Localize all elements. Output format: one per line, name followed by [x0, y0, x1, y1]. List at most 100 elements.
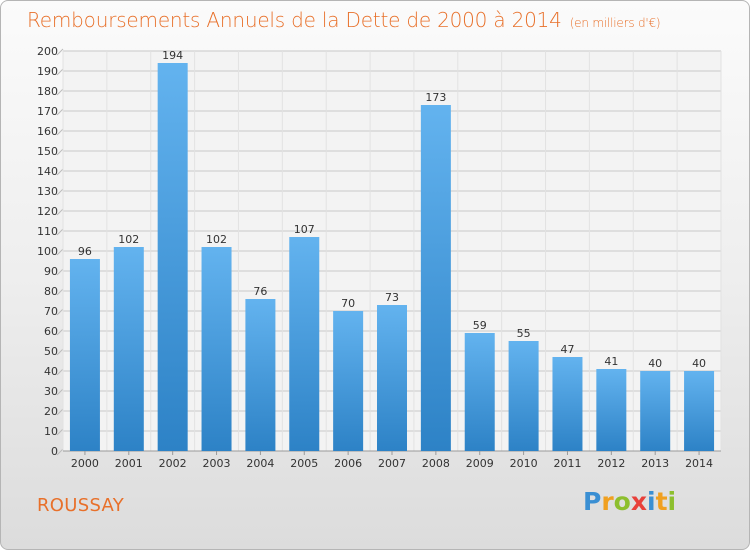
axis-hatch — [56, 188, 64, 196]
bar-value-label: 102 — [118, 233, 139, 246]
logo-letter: P — [583, 487, 602, 516]
bar — [113, 247, 144, 451]
x-tick-label: 2000 — [71, 457, 99, 470]
commune-name: ROUSSAY — [37, 495, 125, 516]
bar-value-label: 59 — [473, 319, 487, 332]
y-tick-label: 10 — [44, 425, 58, 438]
y-tick-label: 160 — [37, 125, 58, 138]
axis-hatch — [56, 348, 64, 356]
bar-value-label: 173 — [425, 91, 446, 104]
x-tick-label: 2012 — [597, 457, 625, 470]
axis-hatch — [56, 128, 64, 136]
bar — [596, 369, 627, 451]
bar-value-label: 40 — [692, 357, 706, 370]
y-tick-label: 200 — [37, 45, 58, 58]
bar-value-label: 55 — [517, 327, 531, 340]
axis-hatch — [56, 428, 64, 436]
bar — [333, 311, 364, 451]
axis-hatch — [56, 368, 64, 376]
x-tick-label: 2009 — [466, 457, 494, 470]
y-tick-label: 140 — [37, 165, 58, 178]
x-tick-label: 2002 — [159, 457, 187, 470]
bar-value-label: 40 — [648, 357, 662, 370]
logo-letter: x — [630, 487, 647, 516]
x-tick-label: 2010 — [510, 457, 538, 470]
y-tick-label: 0 — [51, 445, 58, 458]
axis-hatch — [56, 148, 64, 156]
bar — [157, 63, 188, 451]
bar — [377, 305, 407, 451]
logo-letter: o — [613, 487, 631, 516]
y-tick-label: 80 — [44, 285, 58, 298]
axis-hatch — [56, 268, 64, 276]
logo-letter: i — [667, 487, 677, 516]
bar — [201, 247, 232, 451]
y-tick-label: 100 — [37, 245, 58, 258]
x-tick-label: 2007 — [378, 457, 406, 470]
axis-hatch — [56, 288, 64, 296]
bar — [508, 341, 539, 451]
x-tick-label: 2011 — [553, 457, 581, 470]
y-tick-label: 180 — [37, 85, 58, 98]
bar-value-label: 194 — [162, 49, 183, 62]
bar — [464, 333, 495, 451]
axis-hatch — [56, 228, 64, 236]
x-tick-label: 2008 — [422, 457, 450, 470]
axis-hatch — [56, 88, 64, 96]
axis-hatch — [56, 168, 64, 176]
bar — [552, 357, 583, 451]
y-tick-label: 30 — [44, 385, 58, 398]
axis-hatch — [56, 108, 64, 116]
logo-letter: i — [647, 487, 656, 516]
y-tick-label: 50 — [44, 345, 58, 358]
x-tick-label: 2013 — [641, 457, 669, 470]
bar — [684, 371, 715, 451]
x-tick-label: 2001 — [115, 457, 143, 470]
x-tick-label: 2004 — [246, 457, 274, 470]
bar — [245, 299, 276, 451]
bar-value-label: 76 — [253, 285, 267, 298]
y-tick-label: 20 — [44, 405, 58, 418]
bar-value-label: 73 — [385, 291, 399, 304]
bar-value-label: 70 — [341, 297, 355, 310]
bar — [289, 237, 320, 451]
bar-value-label: 107 — [294, 223, 315, 236]
bar — [420, 105, 451, 451]
chart-unit-label: (en milliers d'€) — [569, 16, 661, 30]
y-tick-label: 60 — [44, 325, 58, 338]
x-tick-label: 2003 — [203, 457, 231, 470]
bar-value-label: 41 — [604, 355, 618, 368]
proxiti-logo: Proxiti — [583, 487, 676, 516]
y-tick-label: 190 — [37, 65, 58, 78]
y-tick-label: 130 — [37, 185, 58, 198]
y-tick-label: 110 — [37, 225, 58, 238]
axis-hatch — [56, 208, 64, 216]
logo-letter: t — [655, 487, 668, 516]
y-tick-label: 40 — [44, 365, 58, 378]
bar — [640, 371, 671, 451]
y-tick-label: 70 — [44, 305, 58, 318]
axis-hatch — [56, 408, 64, 416]
bar — [69, 259, 100, 451]
y-tick-label: 120 — [37, 205, 58, 218]
axis-hatch — [56, 388, 64, 396]
chart-title-text: Remboursements Annuels de la Dette de 20… — [27, 8, 562, 32]
axis-hatch — [56, 68, 64, 76]
bar-value-label: 102 — [206, 233, 227, 246]
axis-hatch — [56, 308, 64, 316]
y-tick-label: 90 — [44, 265, 58, 278]
x-tick-label: 2005 — [290, 457, 318, 470]
x-tick-label: 2006 — [334, 457, 362, 470]
y-tick-label: 170 — [37, 105, 58, 118]
y-tick-label: 150 — [37, 145, 58, 158]
bar-value-label: 96 — [78, 245, 92, 258]
axis-hatch — [56, 48, 64, 56]
axis-hatch — [56, 328, 64, 336]
bar-value-label: 47 — [560, 343, 574, 356]
x-tick-label: 2014 — [685, 457, 713, 470]
chart-title: Remboursements Annuels de la Dette de 20… — [27, 8, 661, 32]
axis-hatch — [56, 448, 64, 456]
axis-hatch — [56, 248, 64, 256]
